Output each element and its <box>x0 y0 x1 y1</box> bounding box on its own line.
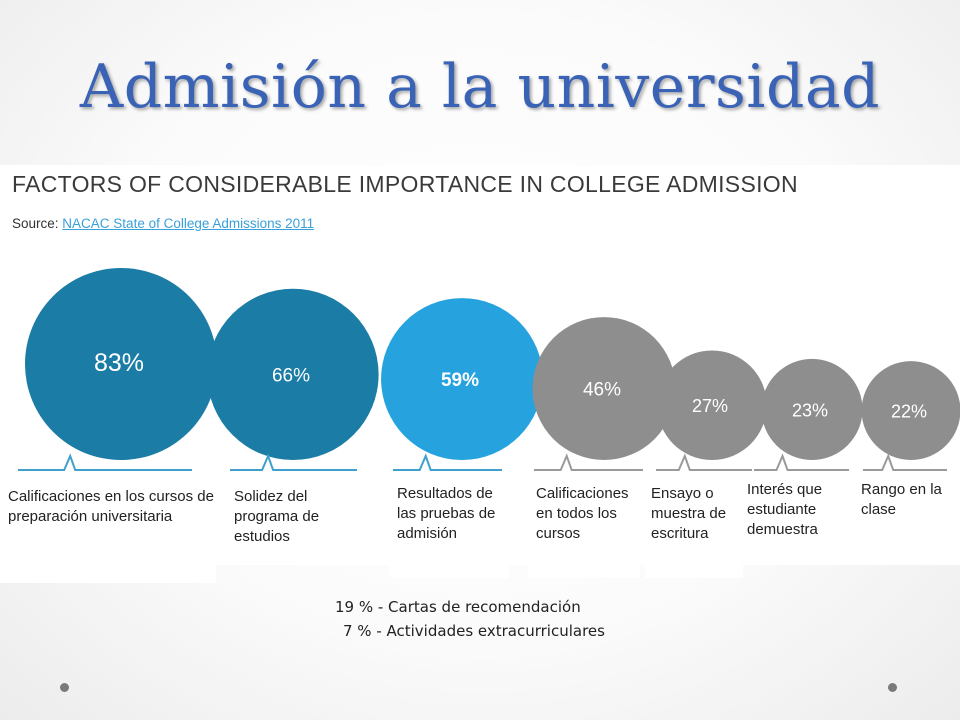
source-prefix: Source: <box>12 216 59 231</box>
label-calificaciones-todos: Calificaciones en todos los cursos <box>528 484 640 578</box>
baseline-pulse-6 <box>754 453 849 471</box>
footnote-actividades: 7 % - Actividades extracurriculares <box>343 622 605 640</box>
baseline-pulse-1 <box>18 453 192 471</box>
baseline-pulse-3 <box>393 453 502 471</box>
bubble-1 <box>25 268 217 460</box>
bubble-4 <box>532 317 676 460</box>
label-rango-clase: Rango en la clase <box>856 480 960 552</box>
value-label-6: 23% <box>792 400 828 420</box>
value-label-2: 66% <box>272 365 310 386</box>
bubble-6 <box>761 358 863 460</box>
bullet-left <box>60 683 69 692</box>
bubble-chart: 83% 66% 59% 46% 27% 23% 22% <box>18 268 960 471</box>
bubble-2 <box>207 288 379 460</box>
label-calificaciones-preparacion: Calificaciones en los cursos de preparac… <box>0 484 216 583</box>
baseline-pulse-2 <box>230 453 357 471</box>
value-label-3: 59% <box>441 370 479 391</box>
value-label-7: 22% <box>891 402 927 422</box>
value-label-1: 83% <box>94 349 144 377</box>
baseline-pulse-7 <box>863 453 947 471</box>
value-label-5: 27% <box>692 396 728 416</box>
bubble-3 <box>381 298 543 460</box>
bubble-5 <box>657 350 767 460</box>
value-label-4: 46% <box>583 380 621 401</box>
baseline-pulse-5 <box>656 453 752 471</box>
bullet-right <box>888 683 897 692</box>
footnote-cartas: 19 % - Cartas de recomendación <box>335 598 581 616</box>
bubble-7 <box>861 361 960 460</box>
label-solidez-programa: Solidez del programa de estudios <box>226 484 354 557</box>
label-interes-estudiante: Interés que estudiante demuestra <box>741 480 855 550</box>
chart-title: FACTORS OF CONSIDERABLE IMPORTANCE IN CO… <box>12 171 798 197</box>
slide-title: Admisión a la universidad <box>79 52 881 122</box>
source-link[interactable]: NACAC State of College Admissions 2011 <box>62 216 315 231</box>
chart-source: Source: NACAC State of College Admission… <box>12 216 314 231</box>
label-resultados-pruebas: Resultados de las pruebas de admisión <box>390 484 509 578</box>
baseline-pulse-4 <box>534 453 643 471</box>
label-ensayo-escritura: Ensayo o muestra de escritura <box>645 484 743 578</box>
